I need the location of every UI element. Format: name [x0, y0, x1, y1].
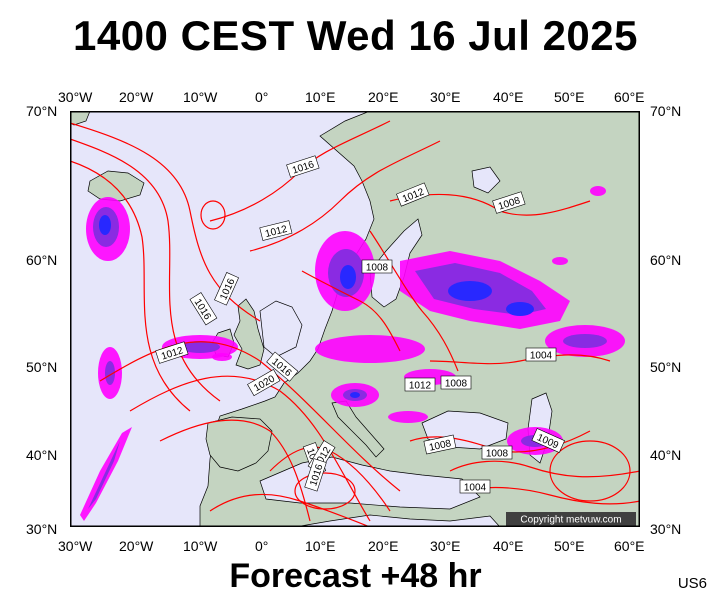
isobars [70, 120, 640, 527]
landmass-italy [331, 400, 385, 458]
isobar-label: 1004 [525, 347, 557, 362]
rain-area [590, 186, 606, 196]
baltic-sea [369, 218, 423, 308]
rain-area [552, 257, 568, 265]
lon-tick-label-bottom: 20°E [368, 538, 399, 554]
isobar-label: 1008 [423, 434, 457, 455]
rain-area [388, 411, 428, 423]
lon-tick-label-bottom: 10°E [305, 538, 336, 554]
isobar-label: 1008 [361, 259, 393, 274]
lon-tick-label-top: 0° [255, 89, 269, 105]
lon-tick-label-bottom: 20°W [119, 538, 154, 554]
isobar-label: 1008 [481, 445, 513, 460]
rain-area [315, 335, 425, 363]
svg-text:1004: 1004 [464, 483, 487, 494]
lat-tick-label-left: 60°N [26, 252, 58, 268]
lat-tick-label-right: 70°N [650, 103, 682, 119]
isobar-label: 1016 [286, 155, 320, 178]
lon-tick-label-top: 20°W [119, 89, 154, 105]
lon-tick-label-bottom: 50°E [554, 538, 585, 554]
rain-band [88, 441, 120, 509]
lon-tick-label-top: 10°W [183, 89, 218, 105]
rain-area [180, 341, 220, 353]
isobar-label: 1012 [259, 220, 293, 241]
svg-text:1012: 1012 [409, 381, 432, 392]
isobar-contour [294, 472, 356, 510]
isobar-line [129, 375, 371, 522]
lon-tick-label-bottom: 30°W [58, 538, 93, 554]
rain-area [99, 215, 111, 235]
isobar-contour [200, 200, 226, 230]
north-sea [259, 300, 303, 358]
lat-tick-label-right: 60°N [650, 252, 682, 268]
lat-tick-label-right: 30°N [650, 521, 682, 537]
map-code: US6 [677, 575, 707, 592]
isobar-label: 1008 [440, 375, 472, 390]
isobar-line [449, 460, 640, 478]
svg-text:1012: 1012 [264, 224, 289, 240]
map-frame [70, 111, 640, 527]
lat-tick-label-left: 40°N [26, 447, 58, 463]
copyright-box: Copyright metvuw.com [506, 512, 636, 526]
landmass-iberia [205, 416, 273, 472]
rain-area [212, 353, 232, 361]
svg-text:1008: 1008 [445, 379, 468, 390]
lon-tick-label-bottom: 60°E [614, 538, 645, 554]
rain-area [448, 281, 492, 301]
rain-area [350, 392, 360, 398]
lat-tick-label-right: 40°N [650, 447, 682, 463]
isobar-label: 1004 [459, 479, 491, 494]
isobar-line [369, 230, 459, 372]
lat-tick-label-left: 30°N [26, 521, 58, 537]
isobar-line [99, 341, 401, 492]
svg-text:1008: 1008 [428, 438, 452, 453]
forecast-label: Forecast +48 hr [229, 557, 482, 595]
lon-tick-label-top: 10°E [305, 89, 336, 105]
lon-tick-label-top: 30°W [58, 89, 93, 105]
isobar-line [301, 270, 401, 352]
map-title: 1400 CEST Wed 16 Jul 2025 [72, 12, 639, 59]
map-panel: 1016 1012 1008 1016 1016 [70, 111, 640, 527]
lon-tick-label-top: 50°E [554, 89, 585, 105]
landmass-iceland [87, 170, 145, 202]
isobar-line [159, 419, 311, 522]
isobar-line [429, 354, 611, 365]
lat-tick-label-left: 70°N [26, 103, 58, 119]
lon-tick-label-top: 30°E [430, 89, 461, 105]
rain-area [506, 302, 534, 316]
lat-tick-label-right: 50°N [650, 359, 682, 375]
white-sea [471, 166, 501, 194]
svg-text:1008: 1008 [366, 263, 389, 274]
isobar-line [70, 160, 191, 412]
lon-tick-label-bottom: 40°E [493, 538, 524, 554]
isobar-label: 1012 [404, 377, 436, 392]
isobar-line [249, 140, 441, 252]
lat-tick-label-left: 50°N [26, 359, 58, 375]
isobar-contour [549, 440, 631, 502]
weather-map: 1016 1012 1008 1016 1016 [70, 111, 640, 527]
rain-area [563, 334, 607, 348]
landmass-greenland-edge [70, 111, 91, 126]
lon-tick-label-top: 40°E [493, 89, 524, 105]
copyright-text: Copyright metvuw.com [520, 515, 621, 526]
landmass-great-britain [233, 298, 265, 370]
lon-tick-label-top: 20°E [368, 89, 399, 105]
rain-area [340, 265, 356, 289]
svg-text:1008: 1008 [486, 449, 509, 460]
svg-text:1004: 1004 [530, 351, 553, 362]
lon-tick-label-bottom: 0° [255, 538, 269, 554]
rain-area [105, 361, 115, 385]
lon-tick-label-bottom: 10°W [183, 538, 218, 554]
lon-tick-label-bottom: 30°E [430, 538, 461, 554]
lon-tick-label-top: 60°E [614, 89, 645, 105]
